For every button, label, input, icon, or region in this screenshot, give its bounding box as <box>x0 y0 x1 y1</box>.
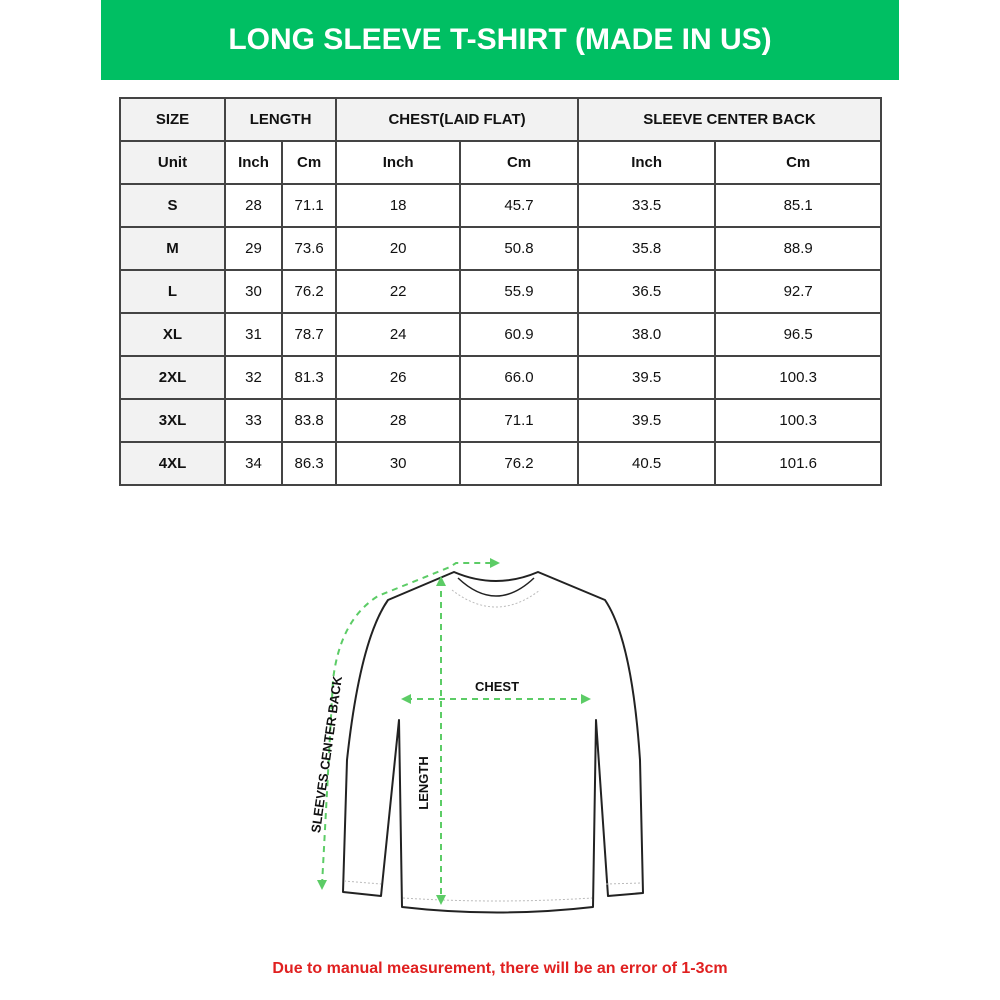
size-cell: XL <box>119 312 226 357</box>
size-cell: 3XL <box>119 398 226 443</box>
size-table: SIZE LENGTH CHEST(LAID FLAT) SLEEVE CENT… <box>119 97 883 486</box>
value-cell: 31 <box>223 312 284 357</box>
value-cell: 55.9 <box>459 269 579 314</box>
value-cell: 33.5 <box>576 183 717 228</box>
value-cell: 88.9 <box>714 226 882 271</box>
value-cell: 96.5 <box>714 312 882 357</box>
value-cell: 71.1 <box>281 183 338 228</box>
value-cell: 66.0 <box>459 355 579 400</box>
table-row: XL 31 78.7 24 60.9 38.0 96.5 <box>119 312 882 357</box>
title-banner: LONG SLEEVE T-SHIRT (MADE IN US) <box>101 0 899 80</box>
value-cell: 28 <box>335 398 462 443</box>
measure-arrows <box>321 562 586 900</box>
stitching <box>343 589 643 902</box>
size-cell: 4XL <box>119 441 226 486</box>
unit-cell: Cm <box>281 140 338 185</box>
size-cell: S <box>119 183 226 228</box>
value-cell: 85.1 <box>714 183 882 228</box>
unit-cell: Inch <box>223 140 284 185</box>
value-cell: 20 <box>335 226 462 271</box>
value-cell: 101.6 <box>714 441 882 486</box>
size-cell: M <box>119 226 226 271</box>
value-cell: 76.2 <box>281 269 338 314</box>
units-row: Unit Inch Cm Inch Cm Inch Cm <box>119 140 882 185</box>
header-length: LENGTH <box>223 97 338 142</box>
header-sleeve: SLEEVE CENTER BACK <box>576 97 883 142</box>
header-chest: CHEST(LAID FLAT) <box>335 97 579 142</box>
value-cell: 28 <box>223 183 284 228</box>
value-cell: 33 <box>223 398 284 443</box>
value-cell: 40.5 <box>576 441 717 486</box>
value-cell: 100.3 <box>714 398 882 443</box>
value-cell: 83.8 <box>281 398 338 443</box>
value-cell: 32 <box>223 355 284 400</box>
value-cell: 18 <box>335 183 462 228</box>
value-cell: 24 <box>335 312 462 357</box>
table-row: M 29 73.6 20 50.8 35.8 88.9 <box>119 226 882 271</box>
value-cell: 38.0 <box>576 312 717 357</box>
value-cell: 30 <box>335 441 462 486</box>
table-row: S 28 71.1 18 45.7 33.5 85.1 <box>119 183 882 228</box>
value-cell: 86.3 <box>281 441 338 486</box>
size-cell: 2XL <box>119 355 226 400</box>
value-cell: 39.5 <box>576 398 717 443</box>
page-title: LONG SLEEVE T-SHIRT (MADE IN US) <box>228 23 772 56</box>
value-cell: 76.2 <box>459 441 579 486</box>
unit-cell: Inch <box>335 140 462 185</box>
value-cell: 50.8 <box>459 226 579 271</box>
table-row: L 30 76.2 22 55.9 36.5 92.7 <box>119 269 882 314</box>
value-cell: 22 <box>335 269 462 314</box>
value-cell: 71.1 <box>459 398 579 443</box>
value-cell: 29 <box>223 226 284 271</box>
value-cell: 100.3 <box>714 355 882 400</box>
unit-cell: Inch <box>576 140 717 185</box>
length-label: LENGTH <box>416 756 431 809</box>
header-row: SIZE LENGTH CHEST(LAID FLAT) SLEEVE CENT… <box>119 97 883 142</box>
sleeve-label: SLEEVES CENTER BACK <box>308 674 345 833</box>
table-row: 3XL 33 83.8 28 71.1 39.5 100.3 <box>119 398 882 443</box>
chest-label: CHEST <box>475 679 519 694</box>
unit-cell: Cm <box>459 140 579 185</box>
value-cell: 30 <box>223 269 284 314</box>
table-row: 2XL 32 81.3 26 66.0 39.5 100.3 <box>119 355 882 400</box>
value-cell: 60.9 <box>459 312 579 357</box>
value-cell: 35.8 <box>576 226 717 271</box>
measurement-note: Due to manual measurement, there will be… <box>272 960 728 977</box>
value-cell: 73.6 <box>281 226 338 271</box>
value-cell: 26 <box>335 355 462 400</box>
arrow-heads <box>317 558 591 905</box>
shirt-outline <box>342 571 644 914</box>
unit-cell: Cm <box>714 140 882 185</box>
value-cell: 34 <box>223 441 284 486</box>
value-cell: 45.7 <box>459 183 579 228</box>
size-cell: L <box>119 269 226 314</box>
header-size: SIZE <box>119 97 226 142</box>
value-cell: 36.5 <box>576 269 717 314</box>
value-cell: 39.5 <box>576 355 717 400</box>
value-cell: 92.7 <box>714 269 882 314</box>
value-cell: 78.7 <box>281 312 338 357</box>
unit-cell: Unit <box>119 140 226 185</box>
table-row: 4XL 34 86.3 30 76.2 40.5 101.6 <box>119 441 882 486</box>
value-cell: 81.3 <box>281 355 338 400</box>
